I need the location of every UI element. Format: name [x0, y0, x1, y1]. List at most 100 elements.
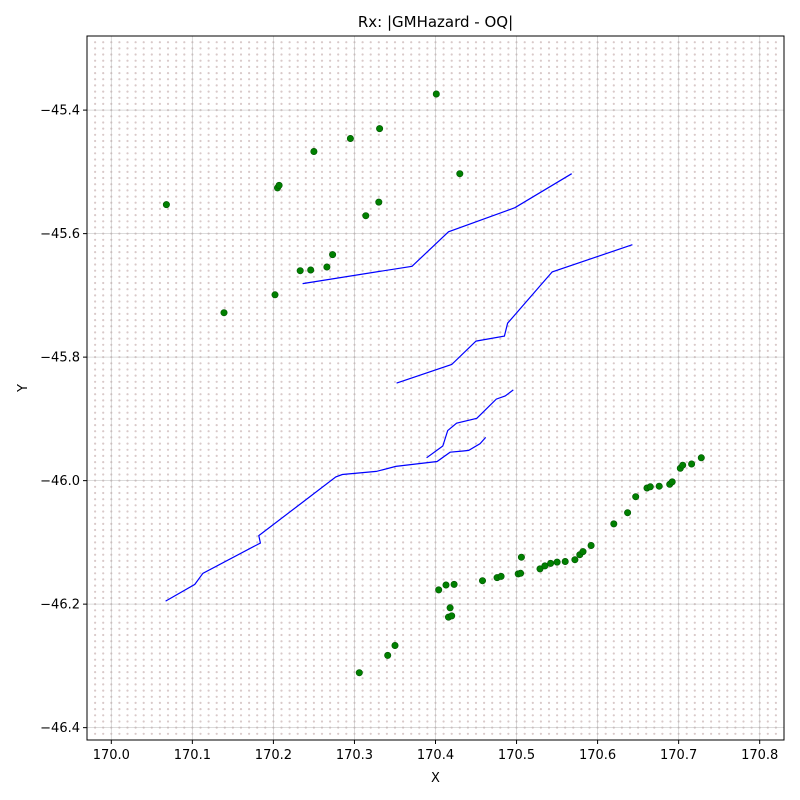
background-dot — [337, 189, 340, 192]
background-dot — [304, 263, 307, 266]
background-dot — [442, 281, 445, 285]
background-dot — [369, 498, 372, 501]
background-dot — [280, 621, 283, 624]
background-dot — [369, 671, 372, 674]
background-dot — [296, 528, 299, 532]
background-dot — [183, 158, 186, 161]
background-dot — [231, 695, 234, 698]
background-dot — [256, 522, 259, 526]
background-dot — [450, 671, 453, 674]
background-dot — [329, 664, 332, 668]
background-dot — [102, 664, 105, 668]
background-dot — [426, 331, 429, 334]
background-dot — [337, 220, 340, 223]
background-dot — [337, 226, 340, 229]
background-dot — [207, 115, 210, 118]
background-dot — [393, 170, 397, 173]
background-dot — [158, 374, 161, 377]
background-dot — [264, 485, 267, 488]
background-dot — [239, 251, 243, 254]
background-dot — [215, 720, 218, 723]
background-dot — [239, 424, 243, 427]
background-dot — [166, 102, 170, 105]
background-dot — [199, 491, 202, 495]
background-dot — [329, 640, 332, 643]
background-dot — [126, 461, 129, 464]
background-dot — [385, 281, 388, 285]
background-dot — [361, 331, 364, 334]
background-dot — [385, 368, 388, 371]
background-dot — [150, 677, 153, 680]
background-dot — [256, 442, 259, 445]
background-dot — [296, 306, 299, 309]
background-dot — [150, 627, 153, 630]
background-dot — [280, 72, 283, 75]
background-dot — [312, 393, 315, 396]
background-dot — [329, 133, 332, 136]
background-dot — [199, 510, 202, 513]
background-dot — [223, 65, 226, 68]
background-dot — [239, 257, 243, 260]
background-dot — [166, 528, 170, 532]
background-dot — [134, 411, 137, 414]
background-dot — [442, 578, 445, 581]
background-dot — [256, 386, 259, 390]
background-dot — [126, 374, 129, 377]
background-dot — [410, 189, 413, 192]
background-dot — [361, 349, 364, 352]
background-dot — [361, 170, 364, 173]
background-dot — [426, 337, 429, 340]
background-dot — [175, 590, 178, 593]
background-dot — [134, 485, 137, 488]
background-dot — [248, 516, 251, 519]
background-dot — [361, 701, 364, 705]
background-dot — [402, 176, 405, 180]
background-dot — [304, 695, 307, 698]
background-dot — [239, 516, 243, 519]
background-dot — [361, 504, 364, 507]
background-dot — [94, 214, 97, 217]
background-dot — [118, 127, 121, 130]
background-dot — [150, 65, 153, 68]
background-dot — [296, 214, 299, 217]
background-dot — [102, 41, 105, 44]
background-dot — [410, 442, 413, 445]
background-dot — [207, 325, 210, 328]
background-dot — [426, 510, 429, 513]
background-dot — [385, 609, 388, 612]
background-dot — [296, 207, 299, 210]
background-dot — [288, 627, 291, 630]
background-dot — [183, 257, 186, 260]
background-dot — [175, 226, 178, 229]
background-dot — [264, 90, 267, 93]
background-dot — [248, 535, 251, 538]
background-dot — [345, 430, 348, 433]
background-dot — [158, 288, 161, 291]
background-dot — [418, 189, 421, 192]
background-dot — [158, 84, 161, 87]
background-dot — [329, 671, 332, 674]
background-dot — [385, 683, 388, 686]
background-dot — [142, 640, 145, 643]
background-dot — [369, 572, 372, 575]
background-dot — [150, 516, 153, 519]
background-dot — [166, 498, 170, 501]
background-dot — [264, 424, 267, 427]
background-dot — [126, 658, 129, 661]
background-dot — [426, 553, 429, 556]
background-dot — [442, 220, 445, 223]
background-dot — [402, 195, 405, 198]
background-dot — [118, 41, 121, 44]
background-dot — [223, 220, 226, 223]
background-dot — [418, 701, 421, 705]
background-dot — [385, 84, 388, 87]
background-dot — [223, 59, 226, 62]
background-dot — [304, 559, 307, 563]
background-dot — [361, 102, 364, 105]
background-dot — [418, 288, 421, 291]
background-dot — [442, 405, 445, 408]
background-dot — [410, 498, 413, 501]
background-dot — [223, 362, 226, 365]
background-dot — [158, 652, 161, 655]
background-dot — [280, 115, 283, 118]
